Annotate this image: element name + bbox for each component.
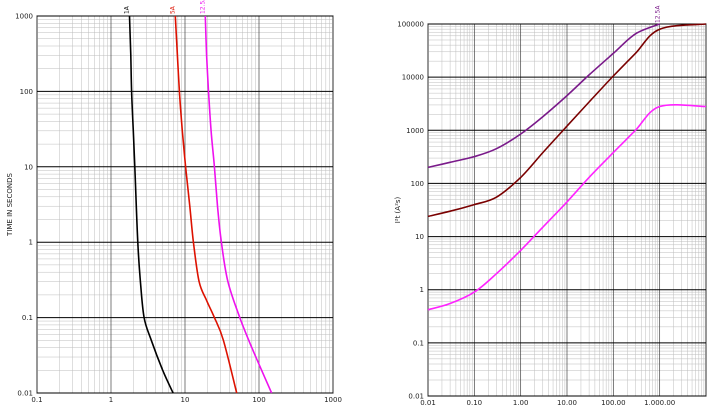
chart2-y-tick-label: 1 <box>420 286 424 294</box>
chart1-x-tick-label: 1000 <box>324 396 342 404</box>
chart2-y-tick-label: 1000 <box>406 127 424 135</box>
chart2-x-tick-label: 10.00 <box>557 399 577 405</box>
chart1-y-tick-label: 1000 <box>15 13 33 21</box>
chart1-series-line-1 <box>128 15 174 394</box>
chart2-series-label-1: 12.5A <box>655 5 662 23</box>
chart2-x-tick-label: 100.00 <box>601 399 626 405</box>
chart1-series-label-3: 12.5A <box>199 0 206 14</box>
chart2-series-line-3 <box>427 103 707 311</box>
chart1-y-axis-label: TIME IN SECONDS <box>6 173 14 237</box>
chart1-y-tick-label: 10 <box>24 163 33 171</box>
chart1-y-tick-label: 0.1 <box>22 314 33 322</box>
chart1-y-tick-label: 1 <box>29 239 33 247</box>
chart2-y-tick-label: 0.01 <box>408 393 424 401</box>
chart1-x-tick-label: 0.1 <box>31 396 42 404</box>
chart2-series-line-2 <box>427 23 707 218</box>
chart2-x-tick-label: 1.00 <box>513 399 529 405</box>
chart1-series-line-2 <box>174 15 238 394</box>
chart1-x-tick-label: 1 <box>109 396 113 404</box>
chart2-y-tick-label: 10000 <box>402 74 424 82</box>
chart2-y-tick-label: 100 <box>411 180 424 188</box>
chart2-x-tick-label: 0.01 <box>420 399 436 405</box>
chart1-y-tick-label: 0.01 <box>17 390 33 398</box>
chart2-y-tick-label: 100000 <box>397 21 424 29</box>
chart2-y-axis-label: I²t (A²s) <box>394 196 402 223</box>
chart2-y-tick-label: 10 <box>415 233 424 241</box>
chart2-x-tick-label: 1,000.00 <box>644 399 675 405</box>
chart1-x-tick-label: 10 <box>181 396 190 404</box>
chart2-series-line-1 <box>427 23 661 169</box>
chart1-series-label-2: 5A <box>169 5 176 14</box>
chart1-series-line-3 <box>204 15 273 394</box>
chart1-x-tick-label: 100 <box>252 396 265 404</box>
chart1-series-label-1: 1A <box>124 5 131 14</box>
chart2-y-tick-label: 0.1 <box>413 339 424 347</box>
chart2-x-tick-label: 0.10 <box>467 399 483 405</box>
chart1-y-tick-label: 100 <box>20 88 33 96</box>
